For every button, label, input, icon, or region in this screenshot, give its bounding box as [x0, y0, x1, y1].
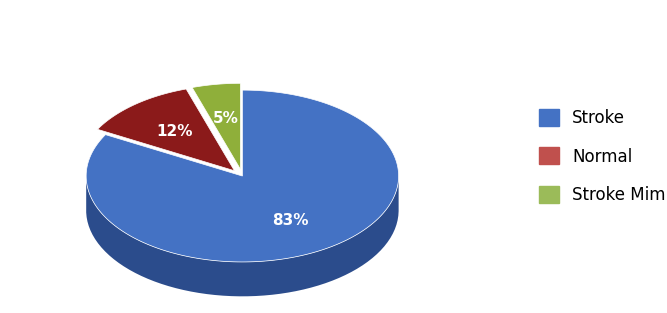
Polygon shape — [86, 90, 399, 262]
Legend: Stroke, Normal, Stroke Mimics: Stroke, Normal, Stroke Mimics — [532, 103, 667, 210]
Polygon shape — [192, 83, 240, 169]
Text: 83%: 83% — [272, 213, 308, 228]
Polygon shape — [97, 89, 234, 171]
Polygon shape — [86, 177, 399, 296]
Text: 5%: 5% — [213, 111, 239, 126]
Text: 12%: 12% — [157, 124, 193, 139]
